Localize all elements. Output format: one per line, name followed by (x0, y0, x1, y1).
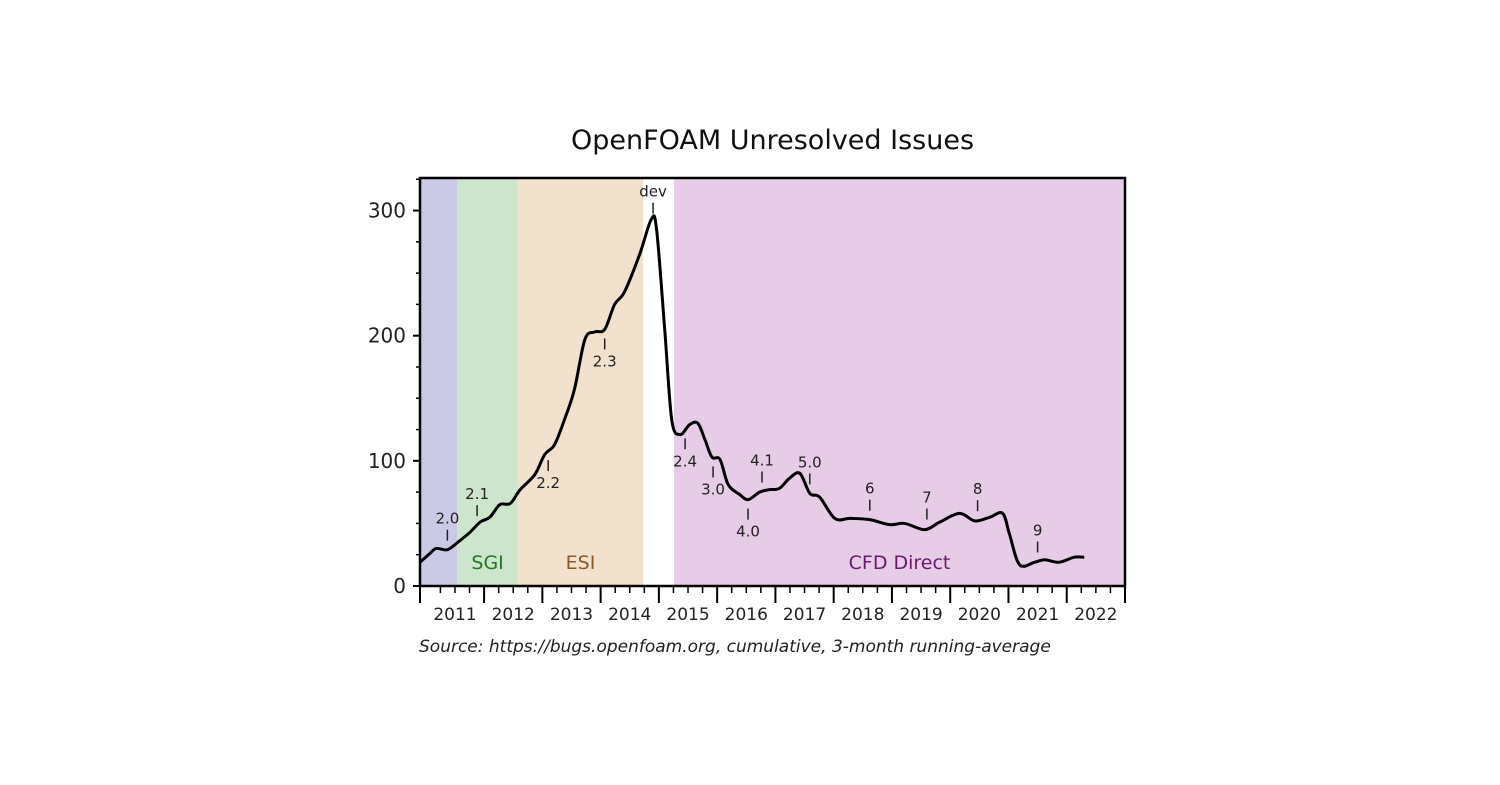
x-tick-label: 2021 (1016, 605, 1059, 625)
x-tick-label: 2018 (841, 605, 884, 625)
annotation-label: 7 (922, 489, 932, 507)
plot-frame (418, 176, 1127, 588)
x-tick-label: 2017 (783, 605, 826, 625)
annotation-label: dev (639, 183, 667, 201)
annotation-label: 4.0 (736, 523, 760, 541)
region-label: ESI (566, 552, 596, 574)
region-label: SGI (471, 552, 503, 574)
region-label: CFD Direct (849, 552, 951, 574)
x-tick-label: 2013 (550, 605, 593, 625)
y-tick-label: 100 (368, 449, 406, 473)
x-tick-label: 2015 (666, 605, 709, 625)
y-tick-label: 200 (368, 324, 406, 348)
annotation-label: 3.0 (701, 480, 725, 498)
annotation-label: 2.1 (465, 485, 489, 503)
annotation-label: 2.3 (593, 352, 617, 370)
x-tick-label: 2019 (899, 605, 942, 625)
annotation-label: 4.1 (750, 452, 774, 470)
annotation-label: 6 (865, 480, 875, 498)
region-band (674, 178, 1125, 586)
series-line (419, 214, 1085, 568)
x-tick-label: 2022 (1074, 605, 1117, 625)
region-band (420, 178, 458, 586)
annotation-label: 8 (973, 480, 983, 498)
annotation-label: 9 (1033, 521, 1043, 539)
annotation-label: 2.0 (435, 510, 459, 528)
source-note: Source: https://bugs.openfoam.org, cumul… (419, 637, 1051, 657)
y-tick-label: 0 (393, 574, 406, 598)
x-tick-label: 2011 (433, 605, 476, 625)
region-band (457, 178, 518, 586)
x-tick-label: 2012 (492, 605, 535, 625)
chart-title: OpenFOAM Unresolved Issues (570, 125, 975, 156)
y-tick-label: 300 (368, 199, 406, 223)
x-tick-label: 2014 (608, 605, 651, 625)
x-tick-label: 2016 (725, 605, 768, 625)
annotation-label: 2.2 (536, 474, 560, 492)
annotation-label: 2.4 (673, 452, 697, 470)
region-band (517, 178, 644, 586)
x-tick-label: 2020 (958, 605, 1001, 625)
annotation-label: 5.0 (798, 453, 822, 471)
